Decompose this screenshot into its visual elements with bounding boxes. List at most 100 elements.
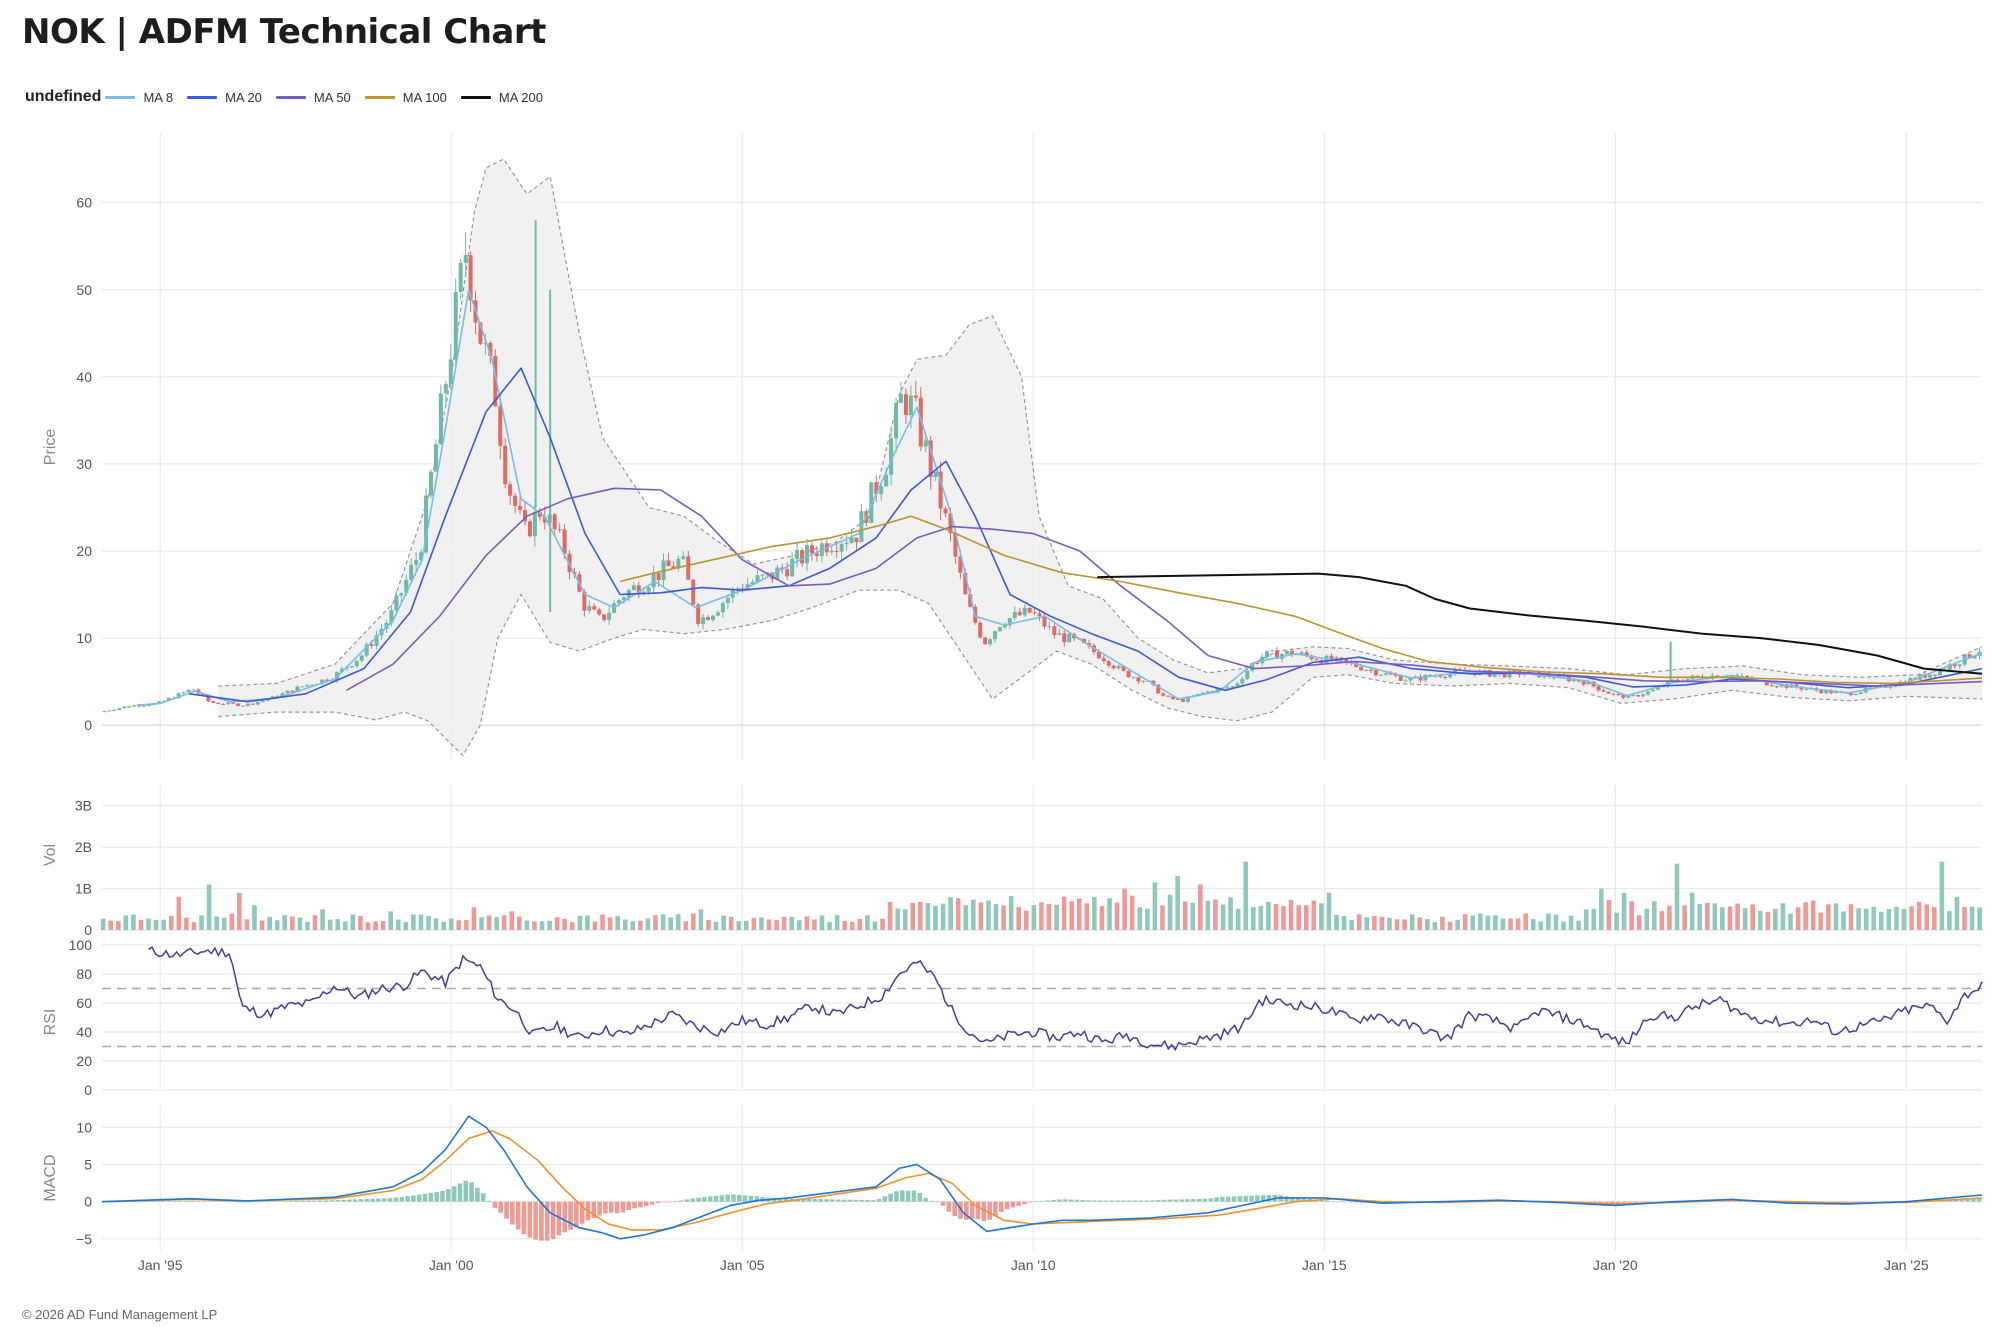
macd-histogram-bar (1749, 1201, 1755, 1203)
macd-histogram-bar (830, 1199, 835, 1202)
volume-bar (221, 917, 227, 930)
candle-up (295, 686, 300, 693)
volume-bar (335, 919, 341, 930)
candle-down (983, 637, 988, 645)
macd-histogram-bar (1319, 1199, 1324, 1202)
legend-item-ma8[interactable]: MA 8 (105, 90, 173, 105)
candle-down (369, 644, 374, 646)
macd-histogram-bar (608, 1201, 614, 1213)
macd-histogram-bar (323, 1200, 329, 1202)
candle-up (1067, 633, 1072, 643)
volume-bar (1561, 921, 1566, 930)
candle-down (1621, 694, 1626, 698)
candle-up (448, 359, 453, 385)
macd-histogram-bar (1028, 1201, 1033, 1203)
candle-up (1834, 691, 1839, 694)
macd-histogram-bar (1033, 1201, 1039, 1203)
candle-up (701, 617, 706, 624)
legend-label: MA 100 (402, 89, 447, 105)
candle-down (706, 617, 711, 620)
volume-bar (395, 919, 401, 930)
volume-bar (1757, 910, 1763, 930)
y-tick-label: −5 (76, 1231, 92, 1247)
volume-bar (146, 918, 151, 930)
macd-histogram-bar (574, 1201, 579, 1228)
macd-histogram-bar (1138, 1200, 1144, 1202)
volume-bar (1659, 911, 1665, 930)
legend-label: MA 50 (313, 89, 351, 105)
candle-up (750, 582, 755, 585)
volume-bar (206, 884, 212, 930)
candle-down (290, 690, 295, 693)
y-tick-label: 3B (75, 798, 92, 814)
macd-histogram-bar (737, 1194, 742, 1202)
volume-bar (1667, 905, 1672, 930)
legend-item-ma50[interactable]: MA 50 (275, 89, 351, 105)
macd-histogram-bar (1627, 1201, 1633, 1203)
x-tick-label: Jan '95 (138, 1257, 183, 1273)
legend-item-ma200[interactable]: MA 200 (460, 90, 543, 105)
volume-bar (1205, 900, 1211, 930)
candle-up (532, 511, 537, 537)
macd-histogram-bar (655, 1201, 661, 1204)
volume-bar (297, 917, 303, 930)
volume-bar (902, 909, 908, 930)
candle-up (1141, 681, 1146, 683)
volume-bar (1349, 919, 1354, 930)
volume-bar (675, 914, 681, 930)
candle-down (834, 550, 839, 552)
candle-up (988, 639, 993, 645)
volume-bar (925, 902, 931, 930)
macd-histogram (102, 1180, 1982, 1241)
legend-item-ma100[interactable]: MA 100 (364, 89, 447, 105)
macd-histogram-bar (469, 1182, 474, 1202)
macd-histogram-bar (219, 1201, 224, 1202)
macd-histogram-bar (335, 1200, 341, 1202)
macd-histogram-bar (888, 1193, 893, 1202)
macd-histogram-bar (1615, 1201, 1621, 1204)
macd-histogram-bar (184, 1200, 189, 1202)
candle-up (132, 705, 137, 707)
candle-down (1373, 670, 1378, 676)
candle-down (211, 701, 216, 703)
volume-bar (1470, 915, 1476, 930)
y-tick-label: 60 (76, 195, 92, 211)
volume-bar (1788, 913, 1793, 930)
macd-histogram-bar (446, 1189, 451, 1202)
y-tick-label: 50 (76, 282, 92, 298)
volume-bar (1417, 917, 1423, 930)
y-tick-label: 0 (84, 717, 92, 733)
candle-up (374, 635, 379, 646)
volume-bar (433, 918, 439, 930)
y-tick-label: 0 (84, 1194, 92, 1210)
volume-bar (842, 920, 847, 930)
legend-item-ma20[interactable]: MA 20 (187, 90, 262, 105)
volume-bar (1334, 914, 1339, 930)
volume-bar (691, 913, 696, 930)
volume-bar (1508, 918, 1513, 930)
macd-histogram-bar (416, 1194, 422, 1202)
volume-bar (1356, 914, 1362, 930)
candle-down (1596, 686, 1601, 691)
volume-bar (1735, 903, 1740, 930)
macd-histogram-bar (1115, 1200, 1120, 1202)
candle-down (562, 529, 567, 554)
legend-swatch (460, 95, 491, 99)
volume-bar (887, 901, 893, 930)
y-tick-label: 1B (75, 881, 92, 897)
y-tick-label: 100 (69, 937, 93, 953)
y-tick-label: 40 (76, 369, 92, 385)
candle-up (884, 474, 889, 487)
volume-bar (713, 921, 719, 930)
macd-histogram-bar (224, 1201, 230, 1203)
bollinger-band-fill (218, 159, 1982, 756)
candle-up (1453, 669, 1458, 674)
macd-histogram-bar (1359, 1201, 1365, 1203)
candle-down (918, 397, 923, 447)
legend-swatch (105, 95, 136, 99)
volume-bar (880, 918, 885, 930)
volume-bar (1273, 904, 1279, 930)
macd-histogram-bar (480, 1193, 486, 1202)
x-tick-label: Jan '05 (720, 1257, 765, 1273)
